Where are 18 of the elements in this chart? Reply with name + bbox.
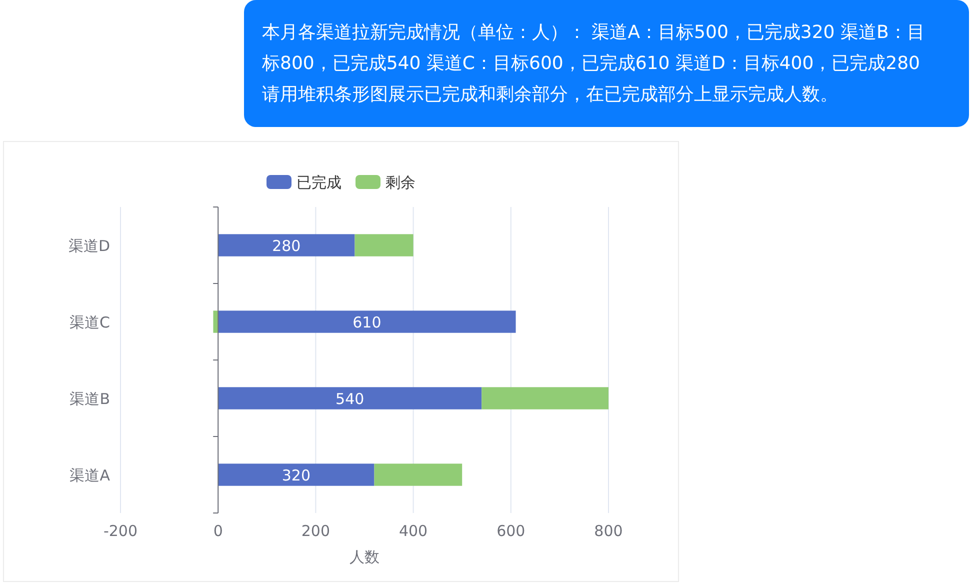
legend-label: 剩余	[386, 174, 416, 192]
y-tick-label: 渠道D	[68, 236, 110, 255]
x-tick-label: 800	[594, 522, 623, 540]
x-tick-label: 600	[496, 522, 526, 540]
x-axis-title: 人数	[350, 548, 380, 566]
y-tick-label: 渠道A	[70, 466, 111, 484]
x-tick-label: 200	[301, 522, 330, 540]
data-label: 610	[352, 313, 382, 332]
x-tick-label: 400	[398, 522, 428, 540]
x-tick-label: 0	[213, 522, 223, 540]
data-label: 320	[282, 466, 310, 484]
data-label: 280	[272, 236, 301, 255]
x-tick-label: -200	[103, 522, 138, 540]
legend-label: 已完成	[296, 174, 342, 192]
data-label: 540	[336, 390, 364, 408]
text: 本月各渠道拉新完成情况（单位：人）： 渠道A：目标500，已完成320 渠道B：目标800，已完成540 渠道C：目标600，已完成610 渠道D：目标400，已完成280 请用堆积条形图展示已完成和剩余部分，在已完成部分上显示完成人数。	[244, 0, 969, 127]
y-tick-label: 渠道C	[70, 313, 110, 332]
y-tick-label: 渠道B	[70, 390, 110, 408]
